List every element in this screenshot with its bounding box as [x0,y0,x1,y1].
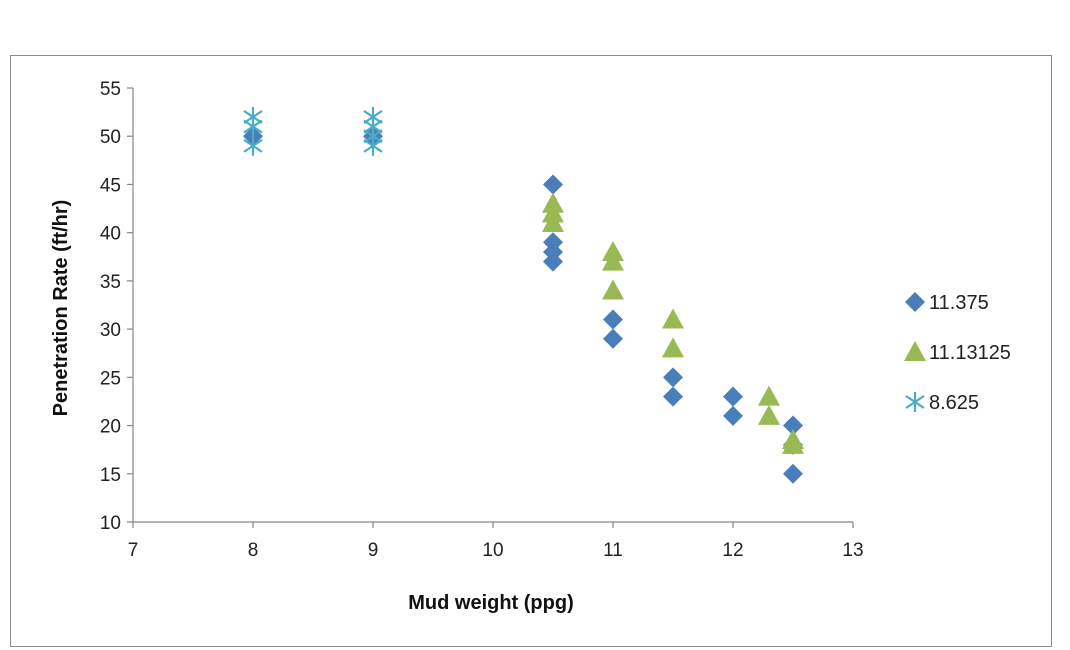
legend: 11.375 11.13125 8.625 [904,292,1011,414]
data-point [543,174,563,195]
data-point [723,386,743,407]
series-11.13125 [542,192,804,454]
data-point [758,404,780,425]
data-point [603,328,623,349]
y-tick-label: 40 [100,224,121,245]
data-point [243,116,263,137]
y-tick-label: 15 [100,465,121,486]
data-point [602,250,624,271]
axes: 10 15 20 25 30 35 40 45 50 55 7 8 9 10 11 12 13 [100,79,864,561]
legend-item: 11.375 [905,292,989,314]
legend-label: 8.625 [929,392,979,414]
x-tick-label: 11 [603,540,623,561]
legend-marker [904,341,926,361]
x-tick-label: 12 [722,540,743,561]
y-axis-title: Penetration Rate (ft/hr) [50,200,72,417]
y-tick-label: 50 [100,127,121,148]
data-point [543,251,563,272]
series-8.625 [243,106,383,156]
y-tick-label: 45 [100,175,121,196]
y-tick-label: 55 [100,79,121,100]
legend-label: 11.375 [929,292,989,314]
data-point [783,463,803,484]
legend-marker [905,292,925,312]
y-tick-label: 35 [100,272,121,293]
legend-marker [905,392,925,412]
data-point [662,308,684,329]
data-point [783,415,803,436]
data-marks [243,106,804,484]
chart-frame: 10 15 20 25 30 35 40 45 50 55 7 8 9 10 11 12 13 11.375 11… [10,55,1052,647]
data-point [363,135,383,156]
data-point [663,386,683,407]
x-tick-label: 13 [842,540,863,561]
y-tick-label: 30 [100,320,121,341]
data-point [723,405,743,426]
data-point [663,367,683,388]
x-axis-title: Mud weight (ppg) [408,592,574,614]
y-tick-label: 25 [100,368,121,389]
legend-item: 8.625 [905,392,979,414]
x-tick-label: 9 [368,540,379,561]
data-point [782,433,804,454]
legend-label: 11.13125 [929,342,1011,364]
data-point [758,385,780,406]
x-tick-label: 8 [248,540,259,561]
data-point [662,337,684,358]
y-tick-label: 10 [100,513,121,534]
data-point [603,309,623,330]
data-point [542,212,564,233]
data-point [243,135,263,156]
legend-item: 11.13125 [904,341,1011,364]
data-point [602,279,624,300]
y-tick-label: 20 [100,417,121,438]
x-tick-label: 7 [128,540,139,561]
series-11.375 [243,126,803,484]
x-tick-label: 10 [482,540,503,561]
